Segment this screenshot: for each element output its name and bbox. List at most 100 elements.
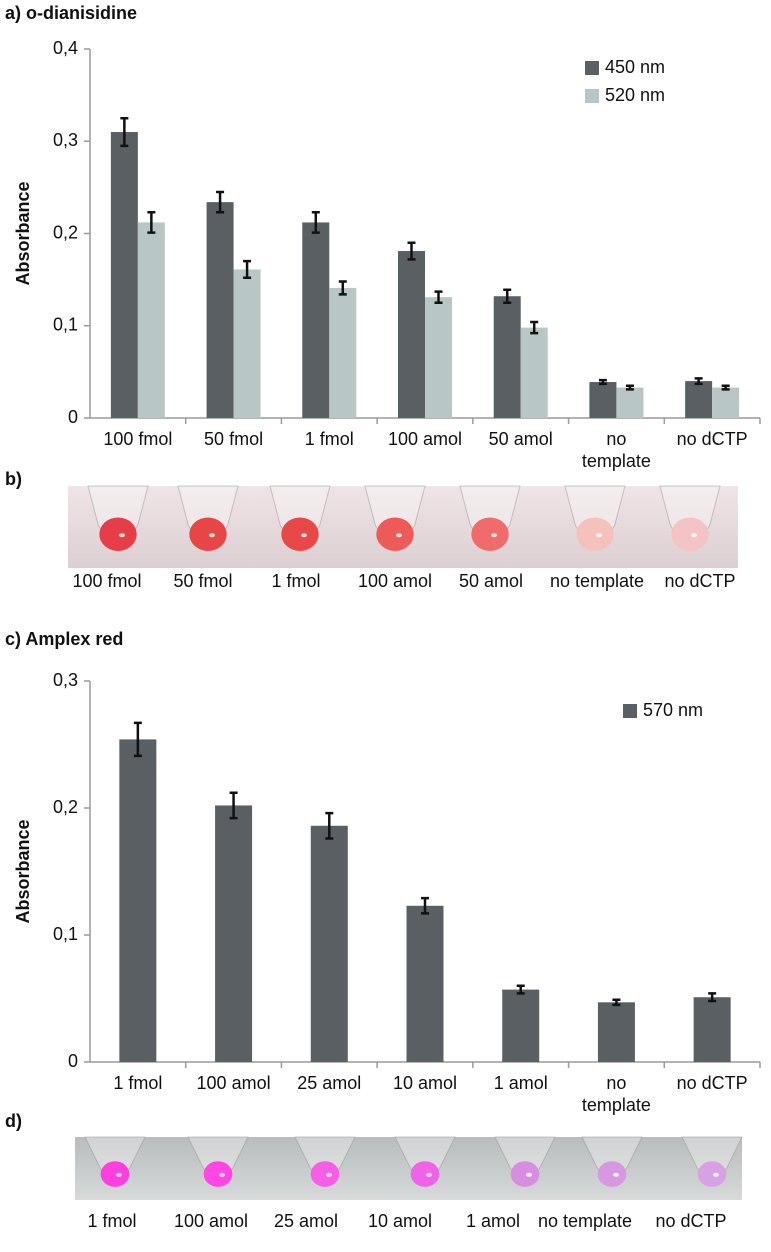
- x-tick-label: 1 amol: [493, 1073, 548, 1093]
- tube-glare: [301, 533, 307, 538]
- photo-caption: no dCTP: [655, 1211, 726, 1231]
- bar: [302, 222, 330, 418]
- y-tick-label: 0,2: [53, 222, 78, 242]
- bar: [712, 387, 740, 418]
- photo-caption: 10 amol: [368, 1211, 432, 1231]
- x-tick-label: 100 amol: [387, 429, 463, 449]
- x-tick-label: no dCTP: [676, 1073, 748, 1093]
- x-tick-label: no dCTP: [676, 429, 748, 449]
- photo-caption: 100 fmol: [72, 571, 141, 591]
- bar: [137, 222, 165, 418]
- photo-caption: no template: [538, 1211, 632, 1231]
- tube-glare: [326, 1172, 332, 1177]
- tube-liquid: [410, 1161, 440, 1187]
- tube-glare: [691, 533, 697, 538]
- error-bar: [311, 211, 320, 234]
- bar: [233, 269, 261, 418]
- bar: [329, 287, 357, 418]
- bar: [685, 381, 713, 418]
- x-tick-label: 1 fmol: [304, 429, 354, 449]
- error-bar: [721, 384, 730, 391]
- tube-liquid: [281, 517, 319, 551]
- y-tick-label: 0,2: [53, 797, 78, 817]
- tube-glare: [209, 533, 215, 538]
- error-bar: [216, 190, 225, 214]
- bar: [502, 989, 540, 1062]
- tube-liquid: [203, 1161, 233, 1187]
- bar: [493, 296, 521, 418]
- bar: [616, 387, 644, 418]
- error-bar: [229, 791, 238, 820]
- bar: [406, 905, 444, 1062]
- y-axis-label: Absorbance: [13, 181, 33, 285]
- y-tick-label: 0: [68, 407, 78, 427]
- legend-label: 450 nm: [605, 57, 665, 77]
- bar: [310, 825, 348, 1062]
- tube-glare: [119, 533, 125, 538]
- legend-swatch: [623, 704, 637, 718]
- tube-liquid: [471, 517, 509, 551]
- y-tick-label: 0,3: [53, 670, 78, 690]
- bar: [110, 132, 138, 418]
- error-bar: [434, 290, 443, 304]
- tube-liquid: [100, 1161, 130, 1187]
- photo-caption: 100 amol: [174, 1211, 248, 1231]
- error-bar: [598, 378, 607, 386]
- legend-swatch: [585, 89, 599, 103]
- photo-caption: 25 amol: [274, 1211, 338, 1231]
- error-bar: [530, 320, 539, 335]
- panel-label: d): [5, 1111, 22, 1131]
- photo-caption: 50 fmol: [173, 571, 232, 591]
- error-bar: [708, 992, 717, 1003]
- x-tick-label: 50 amol: [488, 429, 553, 449]
- x-tick-label: 10 amol: [392, 1073, 458, 1093]
- error-bar: [625, 384, 634, 391]
- error-bar: [338, 280, 347, 296]
- photo-caption: 100 amol: [358, 571, 432, 591]
- tube-glare: [596, 533, 602, 538]
- legend-label: 520 nm: [605, 85, 665, 105]
- bar: [206, 202, 234, 418]
- error-bar: [694, 377, 703, 386]
- error-bar: [133, 721, 142, 758]
- tube-glare: [219, 1172, 225, 1177]
- photo-caption: 1 amol: [466, 1211, 520, 1231]
- y-axis-label: Absorbance: [13, 819, 33, 923]
- tube-liquid: [310, 1161, 340, 1187]
- x-tick-label: 1 fmol: [113, 1073, 163, 1093]
- photo-caption: no dCTP: [664, 571, 735, 591]
- chart-title: a) o-dianisidine: [5, 3, 137, 23]
- tube-glare: [526, 1172, 532, 1177]
- error-bar: [120, 116, 129, 148]
- photo-caption: 1 fmol: [87, 1211, 136, 1231]
- tube-liquid: [697, 1161, 727, 1187]
- x-tick-label: no template: [581, 429, 651, 471]
- bar: [693, 997, 731, 1062]
- tube-glare: [426, 1172, 432, 1177]
- tube-liquid: [597, 1161, 627, 1187]
- y-tick-label: 0,3: [53, 130, 78, 150]
- y-tick-label: 0: [68, 1051, 78, 1071]
- chart-title: c) Amplex red: [5, 629, 123, 649]
- tube-liquid: [376, 517, 414, 551]
- tube-liquid: [671, 517, 709, 551]
- x-tick-label: 25 amol: [297, 1073, 362, 1093]
- y-tick-label: 0,1: [53, 924, 78, 944]
- y-tick-label: 0,4: [53, 38, 78, 58]
- photo-caption: no template: [550, 571, 644, 591]
- tube-liquid: [189, 517, 227, 551]
- error-bar: [503, 288, 512, 304]
- bar: [215, 805, 253, 1062]
- bar: [589, 382, 617, 418]
- error-bar: [612, 998, 621, 1007]
- tube-glare: [613, 1172, 619, 1177]
- x-tick-label: 100 amol: [196, 1073, 271, 1093]
- x-tick-label: 100 fmol: [103, 429, 173, 449]
- bar: [520, 327, 548, 418]
- tube-glare: [116, 1172, 122, 1177]
- tube-glare: [491, 533, 497, 538]
- bar: [398, 251, 425, 418]
- error-bar: [147, 211, 156, 234]
- tube-liquid: [99, 517, 137, 551]
